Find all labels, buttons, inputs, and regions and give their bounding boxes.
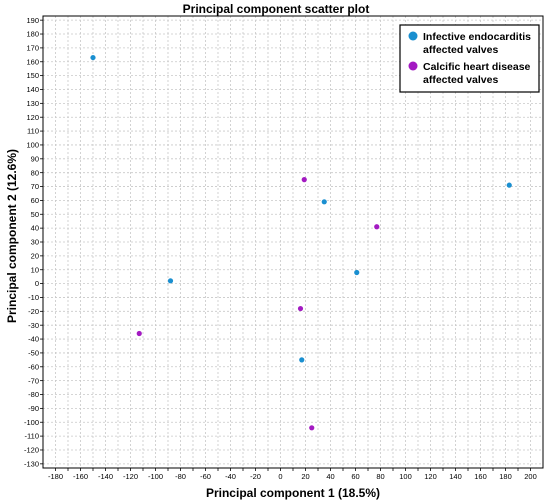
- y-tick-label: -80: [28, 390, 39, 399]
- x-tick-label: 120: [424, 472, 437, 481]
- axis-ticks: -180 -160 -140 -120 -100 -80 -60 -40 -20 0 20 40 60 8…: [24, 16, 537, 481]
- x-tick-label: -100: [148, 472, 163, 481]
- y-tick-label: 30: [31, 238, 39, 247]
- y-tick-label: -110: [25, 432, 39, 441]
- y-tick-label: 90: [31, 154, 39, 163]
- x-tick-label: -80: [175, 472, 186, 481]
- y-tick-label: -60: [28, 362, 39, 371]
- legend-marker-calcific: [408, 61, 418, 71]
- x-tick-label: 180: [499, 472, 512, 481]
- legend-label-calcific-line2: affected valves: [423, 74, 498, 86]
- y-tick-label: 60: [31, 196, 39, 205]
- x-tick-label: -40: [225, 472, 236, 481]
- y-tick-label: 190: [26, 16, 39, 25]
- grid: [43, 16, 543, 468]
- y-tick-label: 110: [27, 127, 39, 136]
- calcific-point: [374, 224, 380, 230]
- y-tick-label: 180: [26, 30, 39, 39]
- y-tick-label: -120: [24, 446, 39, 455]
- y-tick-label: 40: [31, 224, 39, 233]
- legend-label-infective-line1: Infective endocarditis: [423, 31, 531, 43]
- chart-title: Principal component scatter plot: [183, 2, 370, 16]
- y-tick-label: 130: [26, 99, 39, 108]
- x-tick-label: -120: [123, 472, 138, 481]
- legend-marker-infective: [408, 31, 418, 41]
- y-tick-label: 170: [26, 43, 39, 52]
- y-tick-label: -50: [28, 349, 39, 358]
- x-tick-label: 100: [399, 472, 412, 481]
- y-tick-label: -130: [24, 459, 39, 468]
- x-tick-label: 140: [449, 472, 462, 481]
- y-tick-label: 150: [26, 71, 39, 80]
- legend: Infective endocarditis affected valves C…: [399, 24, 540, 93]
- y-tick-label: -90: [28, 404, 39, 413]
- calcific-point: [136, 330, 142, 337]
- calcific-point: [297, 305, 304, 312]
- x-tick-label: 0: [278, 472, 282, 481]
- calcific-point: [301, 177, 307, 183]
- legend-label-calcific-line1: Calcific heart disease: [423, 61, 531, 73]
- infective-point: [506, 182, 512, 188]
- x-tick-label: 200: [524, 472, 537, 481]
- y-tick-label: 0: [35, 279, 39, 288]
- x-tick-label: 60: [351, 472, 359, 481]
- y-tick-label: 100: [26, 141, 39, 150]
- y-tick-label: -20: [28, 307, 39, 316]
- y-tick-label: 50: [31, 210, 39, 219]
- calcific-point: [309, 425, 315, 431]
- x-tick-label: 160: [474, 472, 487, 481]
- y-tick-label: -70: [28, 376, 39, 385]
- x-tick-label: 40: [326, 472, 334, 481]
- y-tick-label: 120: [26, 113, 39, 122]
- infective-point: [299, 357, 305, 363]
- plot-frame: [42, 15, 544, 469]
- y-tick-label: -10: [28, 293, 39, 302]
- y-tick-label: 20: [31, 251, 39, 260]
- legend-box: [399, 24, 540, 93]
- x-tick-label: 20: [301, 472, 309, 481]
- infective-point: [321, 199, 327, 205]
- y-tick-label: 80: [31, 168, 39, 177]
- x-tick-label: -60: [200, 472, 211, 481]
- infective-point: [90, 54, 96, 61]
- y-tick-label: 70: [31, 182, 39, 191]
- y-tick-label: -40: [28, 335, 39, 344]
- y-tick-label: 140: [26, 85, 39, 94]
- y-tick-label: -30: [28, 321, 39, 330]
- x-tick-label: -140: [98, 472, 113, 481]
- x-tick-label: -160: [73, 472, 88, 481]
- y-tick-label: 160: [26, 57, 39, 66]
- infective-point: [167, 278, 174, 284]
- x-tick-label: 80: [376, 472, 384, 481]
- data-points: [90, 54, 512, 431]
- y-axis-label: Principal component 2 (12.6%): [5, 149, 19, 323]
- x-axis-label: Principal component 1 (18.5%): [206, 486, 380, 500]
- infective-point: [354, 269, 360, 276]
- y-tick-label: 10: [31, 265, 39, 274]
- y-tick-label: -100: [24, 418, 39, 427]
- legend-label-infective-line2: affected valves: [423, 44, 498, 56]
- x-tick-label: -20: [250, 472, 261, 481]
- x-tick-label: -180: [48, 472, 63, 481]
